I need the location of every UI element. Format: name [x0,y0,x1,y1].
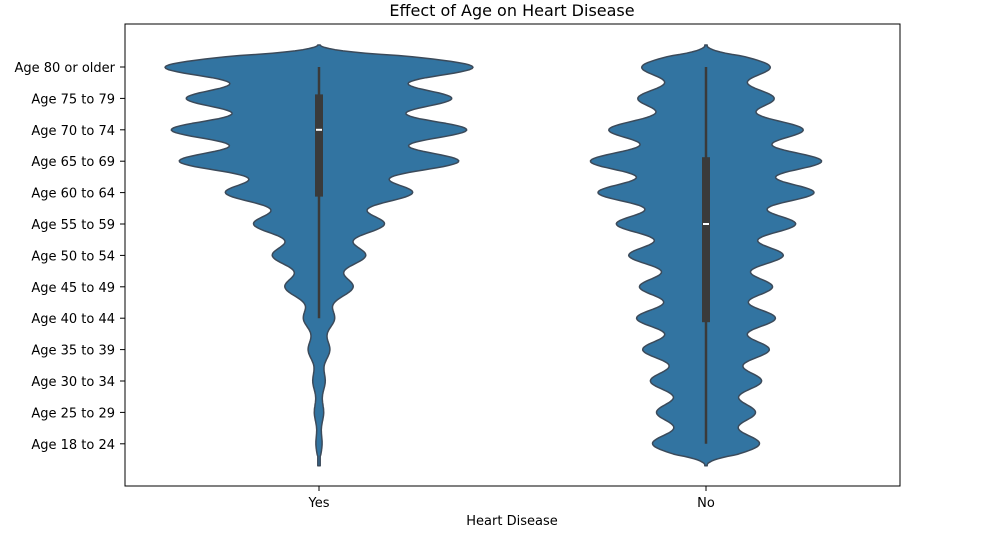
y-axis: Age 80 or older Age 75 to 79 Age 70 to 74 A… [14,61,125,453]
y-tick-label: Age 75 to 79 [31,92,115,107]
y-tick-label: Age 18 to 24 [31,438,115,453]
y-tick-label: Age 55 to 59 [31,218,115,233]
y-tick-label: Age 35 to 39 [31,344,115,359]
y-tick-label: Age 70 to 74 [31,124,115,139]
y-tick-label: Age 40 to 44 [31,312,115,327]
x-axis-label: Heart Disease [466,514,557,529]
interquartile-box [702,157,710,323]
chart-title: Effect of Age on Heart Disease [389,1,634,20]
y-tick-label: Age 30 to 34 [31,375,115,390]
y-tick-label: Age 25 to 29 [31,406,115,421]
x-tick-label: No [697,496,715,511]
x-axis: Yes No [308,486,715,511]
y-tick-label: Age 60 to 64 [31,187,115,202]
x-tick-label: Yes [308,496,330,511]
y-tick-label: Age 50 to 54 [31,249,115,264]
box-plots-group [315,67,710,444]
violins-group [164,44,823,467]
interquartile-box [315,94,323,197]
y-tick-label: Age 65 to 69 [31,155,115,170]
y-tick-label: Age 80 or older [14,61,115,76]
y-tick-label: Age 45 to 49 [31,281,115,296]
